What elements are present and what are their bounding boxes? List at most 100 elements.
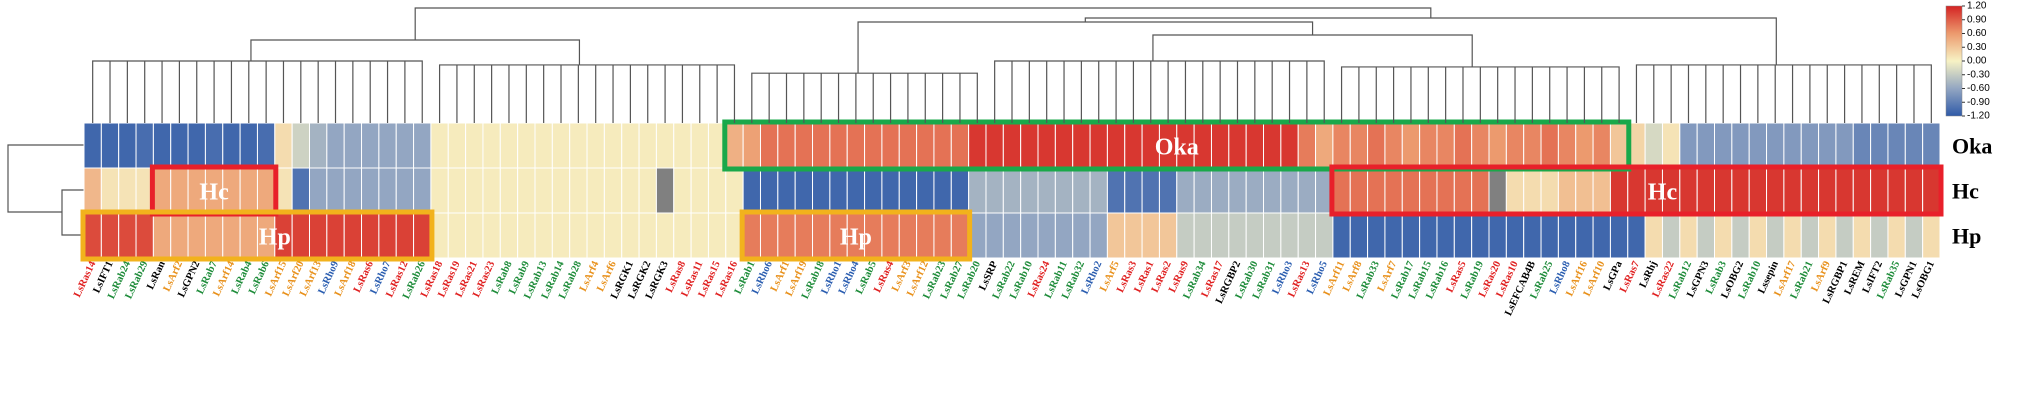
colorbar-tick-label: 1.20 [1967,1,1987,12]
heat-cell [517,167,536,214]
heat-cell [1870,122,1889,169]
heat-cell [1297,212,1317,259]
heat-cell [655,122,675,169]
heat-cell [1054,122,1074,169]
heat-cell [447,167,467,214]
heat-cell [1228,167,1247,214]
heat-cell [1054,212,1074,259]
heat-cell [378,212,397,259]
heat-cell [1297,122,1317,169]
heat-cell [1748,212,1768,259]
heat-cell [621,122,640,169]
annotation-box [80,209,435,262]
heat-cell [1245,122,1265,169]
heat-cell [586,212,605,259]
heat-cell [1436,212,1455,259]
heat-cell [499,122,519,169]
heat-cell [1800,122,1820,169]
heat-cell [621,167,640,214]
heat-cell [812,212,831,259]
heat-cell [1193,167,1212,214]
heat-cell [361,167,380,214]
heat-cell [83,167,102,214]
heat-cell [812,122,831,169]
heat-cell [1384,212,1403,259]
heat-cell [1367,122,1386,169]
heat-cell [1453,212,1473,259]
heat-cell [916,122,935,169]
heat-cell [1488,212,1507,259]
heat-cell [170,122,189,169]
heat-cell [447,122,467,169]
heat-cell [1367,212,1386,259]
heat-cell [1280,212,1299,259]
heat-cell [1020,167,1039,214]
heat-cell [1783,212,1802,259]
annotation-label: Oka [1155,135,1199,161]
colorbar [1945,5,1963,117]
heat-cell [1176,212,1195,259]
heat-cell [1800,167,1820,214]
heat-cell [621,212,640,259]
heat-cell [1835,212,1854,259]
heat-cell [794,212,814,259]
heat-cell [1158,167,1178,214]
heat-cell [1488,167,1507,214]
heat-cell [1835,167,1854,214]
heat-cell [308,212,328,259]
heat-cell [759,212,779,259]
heat-cell [517,122,536,169]
heat-cell [1766,122,1785,169]
heat-cell [447,212,467,259]
heat-cell [864,167,883,214]
heat-cell [777,167,796,214]
heat-cell [968,122,987,169]
heat-cell [361,122,380,169]
heat-cell [1072,167,1091,214]
heat-cell [83,122,102,169]
colorbar-tick-label: 0.00 [1967,56,1987,67]
heat-cell [1297,167,1317,214]
heat-cell [1679,167,1698,214]
heat-cell [256,122,276,169]
heat-cell [759,167,779,214]
heat-cell [1384,122,1403,169]
heat-cell [1731,212,1750,259]
heat-cell [916,212,935,259]
heat-cell [1263,212,1282,259]
heat-cell [569,212,588,259]
heat-cell [274,122,293,169]
heat-cell [638,212,657,259]
heat-cell [655,167,675,214]
heat-cell [413,122,432,169]
heat-cell [1106,122,1126,169]
heat-cell [1106,167,1126,214]
heat-cell [1401,122,1421,169]
heat-cell [413,167,432,214]
row-label: Hc [1952,179,1979,204]
heat-cell [985,167,1004,214]
heat-cell [343,122,363,169]
heat-cell [100,167,120,214]
heat-cell [551,167,571,214]
heat-cell [1557,212,1577,259]
heat-cell [1228,212,1247,259]
annotation-box [722,119,1632,172]
heat-cell [204,212,224,259]
heat-cell [152,122,172,169]
column-dendrogram [92,7,1932,123]
annotation-label: Hp [840,225,872,251]
heat-cell [1089,167,1108,214]
heat-cell [534,167,553,214]
heat-cell [239,122,258,169]
heat-cell [1471,122,1490,169]
heat-cell [777,212,796,259]
heat-cell [794,167,814,214]
heat-cell [1714,122,1733,169]
heat-cell [465,167,484,214]
heat-cell [1280,122,1299,169]
heat-cell [1002,212,1022,259]
heat-cell [829,122,848,169]
heat-cell [1800,212,1820,259]
heat-cell [1609,122,1629,169]
